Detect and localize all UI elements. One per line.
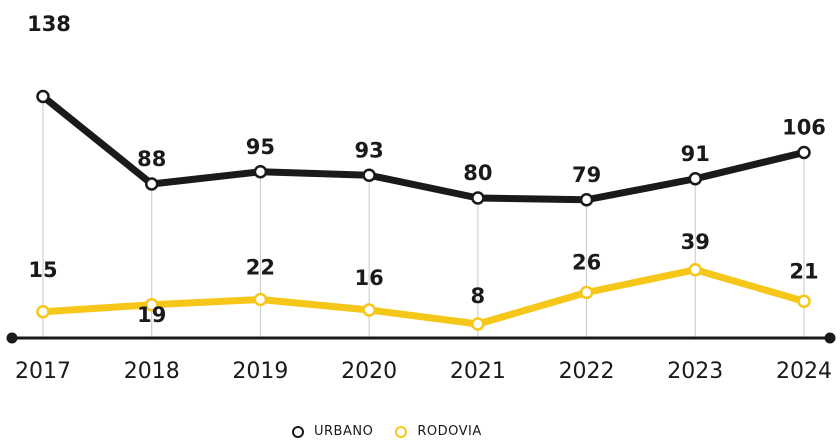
data-point-rodovia bbox=[579, 285, 594, 300]
data-point-rodovia bbox=[471, 317, 485, 331]
data-label-rodovia: 16 bbox=[355, 266, 384, 290]
data-label-rodovia: 21 bbox=[789, 259, 818, 283]
legend-item-rodovia: RODOVIA bbox=[395, 424, 481, 439]
series-lines bbox=[39, 93, 808, 328]
x-tick-labels: 2017 2018 2019 2020 2021 2022 2023 2024 bbox=[15, 359, 832, 384]
data-points bbox=[36, 89, 811, 331]
x-axis-start-dot bbox=[6, 332, 18, 344]
data-label-urbano: 88 bbox=[137, 147, 166, 171]
x-tick-label: 2021 bbox=[450, 359, 506, 384]
legend-label-urbano: URBANO bbox=[314, 424, 374, 439]
legend-swatch-urbano bbox=[292, 425, 304, 438]
data-point-urbano bbox=[471, 191, 485, 205]
legend-label-rodovia: RODOVIA bbox=[417, 424, 482, 439]
legend-item-urbano: URBANO bbox=[292, 424, 373, 439]
data-label-rodovia: 19 bbox=[137, 303, 166, 327]
data-label-rodovia: 15 bbox=[28, 258, 57, 282]
drop-lines bbox=[42, 96, 805, 338]
legend: URBANO RODOVIA bbox=[292, 424, 482, 439]
data-label-rodovia: 39 bbox=[681, 230, 710, 254]
x-tick-label: 2017 bbox=[15, 359, 71, 384]
data-labels: 138 88 95 93 80 79 91 106 15 19 22 16 8 26 39 21 bbox=[27, 12, 826, 327]
x-axis-end-dot bbox=[824, 332, 836, 344]
series-line-urbano bbox=[39, 93, 808, 204]
data-point-rodovia bbox=[253, 292, 268, 307]
data-point-rodovia bbox=[797, 294, 811, 308]
data-point-urbano bbox=[688, 172, 703, 186]
x-tick-label: 2022 bbox=[559, 359, 615, 384]
x-tick-label: 2018 bbox=[124, 359, 180, 384]
legend-swatch-rodovia bbox=[395, 425, 408, 438]
data-label-urbano: 138 bbox=[27, 12, 71, 36]
series-line-rodovia bbox=[39, 266, 808, 328]
data-label-urbano: 79 bbox=[572, 163, 601, 187]
x-tick-label: 2024 bbox=[776, 359, 832, 384]
data-point-rodovia bbox=[36, 305, 50, 319]
data-label-rodovia: 26 bbox=[572, 251, 601, 275]
data-point-urbano bbox=[797, 145, 811, 160]
data-label-urbano: 91 bbox=[681, 142, 710, 166]
data-point-urbano bbox=[579, 193, 594, 207]
x-tick-label: 2023 bbox=[667, 359, 723, 384]
data-point-rodovia bbox=[362, 303, 376, 317]
data-point-rodovia bbox=[144, 298, 159, 312]
data-point-rodovia bbox=[688, 263, 703, 277]
data-label-urbano: 93 bbox=[355, 138, 384, 162]
data-point-urbano bbox=[144, 177, 159, 191]
data-label-urbano: 80 bbox=[463, 161, 492, 185]
data-label-rodovia: 22 bbox=[246, 256, 275, 280]
data-label-urbano: 95 bbox=[246, 135, 275, 159]
data-point-urbano bbox=[253, 165, 268, 179]
x-axis bbox=[6, 332, 836, 344]
data-point-urbano bbox=[362, 168, 376, 182]
data-point-urbano bbox=[36, 89, 50, 104]
data-label-rodovia: 8 bbox=[471, 284, 486, 308]
data-label-urbano: 106 bbox=[782, 116, 826, 140]
x-tick-label: 2020 bbox=[341, 359, 397, 384]
x-tick-label: 2019 bbox=[232, 359, 288, 384]
